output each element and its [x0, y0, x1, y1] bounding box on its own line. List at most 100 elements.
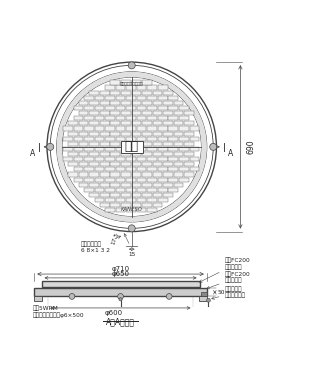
Bar	[169, 147, 178, 151]
Bar	[121, 152, 131, 156]
Bar	[100, 173, 109, 177]
Bar	[158, 96, 168, 100]
Bar	[34, 288, 207, 296]
Bar	[116, 198, 125, 202]
Bar	[158, 198, 168, 202]
Bar	[89, 111, 99, 115]
Bar	[163, 121, 173, 125]
Bar	[137, 198, 146, 202]
Bar	[105, 167, 115, 171]
Bar	[63, 137, 73, 141]
Bar	[126, 106, 136, 110]
Bar	[142, 101, 152, 105]
Bar	[169, 116, 178, 120]
Bar	[169, 188, 178, 192]
Bar	[74, 127, 83, 131]
Bar	[116, 147, 125, 151]
Circle shape	[210, 143, 217, 150]
Bar	[132, 131, 141, 136]
Bar	[184, 152, 194, 156]
Text: 50: 50	[217, 290, 225, 295]
Bar	[110, 173, 120, 177]
Bar	[153, 193, 162, 197]
Bar	[84, 116, 94, 120]
Bar	[137, 137, 146, 141]
Bar	[79, 131, 88, 136]
Bar	[179, 157, 189, 161]
Bar	[137, 86, 146, 90]
Bar	[84, 147, 94, 151]
Bar	[95, 96, 104, 100]
Bar	[190, 127, 199, 131]
Bar	[121, 101, 131, 105]
Bar	[89, 193, 99, 197]
Bar	[121, 90, 131, 95]
Text: 15: 15	[128, 252, 135, 257]
Bar	[105, 106, 115, 110]
Bar	[184, 111, 194, 115]
Bar	[169, 157, 178, 161]
Bar	[126, 167, 136, 171]
Bar	[95, 177, 104, 182]
Bar	[121, 193, 131, 197]
Bar	[105, 86, 115, 90]
Bar	[174, 101, 183, 105]
Bar	[184, 173, 194, 177]
Bar	[132, 121, 141, 125]
Bar	[100, 121, 109, 125]
Bar	[110, 193, 120, 197]
Bar	[74, 157, 83, 161]
Bar	[132, 81, 141, 84]
Bar	[89, 90, 99, 95]
Bar	[132, 142, 141, 146]
Bar	[105, 116, 115, 120]
Bar	[105, 198, 115, 202]
Bar	[100, 152, 109, 156]
Circle shape	[128, 225, 135, 232]
Bar	[89, 131, 99, 136]
Bar	[163, 162, 173, 166]
Bar	[174, 152, 183, 156]
Bar	[105, 208, 115, 212]
Bar	[89, 142, 99, 146]
Bar	[153, 173, 162, 177]
Bar	[137, 188, 146, 192]
Bar	[116, 116, 125, 120]
Bar	[163, 90, 173, 95]
Bar	[105, 127, 115, 131]
Bar	[95, 167, 104, 171]
Bar	[84, 157, 94, 161]
Bar	[89, 101, 99, 105]
Bar	[179, 167, 189, 171]
Bar	[41, 281, 200, 288]
Bar	[179, 177, 189, 182]
Bar	[184, 142, 194, 146]
Bar	[190, 137, 199, 141]
Bar	[137, 208, 146, 212]
Bar	[184, 121, 194, 125]
Bar	[126, 177, 136, 182]
Text: A: A	[30, 149, 35, 158]
Bar	[121, 183, 131, 187]
Bar	[121, 141, 143, 153]
Bar	[105, 137, 115, 141]
Bar	[163, 173, 173, 177]
Bar	[79, 152, 88, 156]
Bar	[116, 96, 125, 100]
Bar	[163, 111, 173, 115]
Bar	[84, 106, 94, 110]
Bar	[153, 121, 162, 125]
Bar	[137, 96, 146, 100]
Bar	[89, 183, 99, 187]
Bar	[121, 142, 131, 146]
Bar	[95, 106, 104, 110]
Bar	[147, 127, 157, 131]
Bar	[84, 188, 94, 192]
Text: 電気: 電気	[125, 140, 139, 154]
Bar	[142, 183, 152, 187]
Bar	[116, 157, 125, 161]
Bar	[163, 142, 173, 146]
Bar	[105, 96, 115, 100]
Bar	[163, 101, 173, 105]
Bar	[100, 162, 109, 166]
